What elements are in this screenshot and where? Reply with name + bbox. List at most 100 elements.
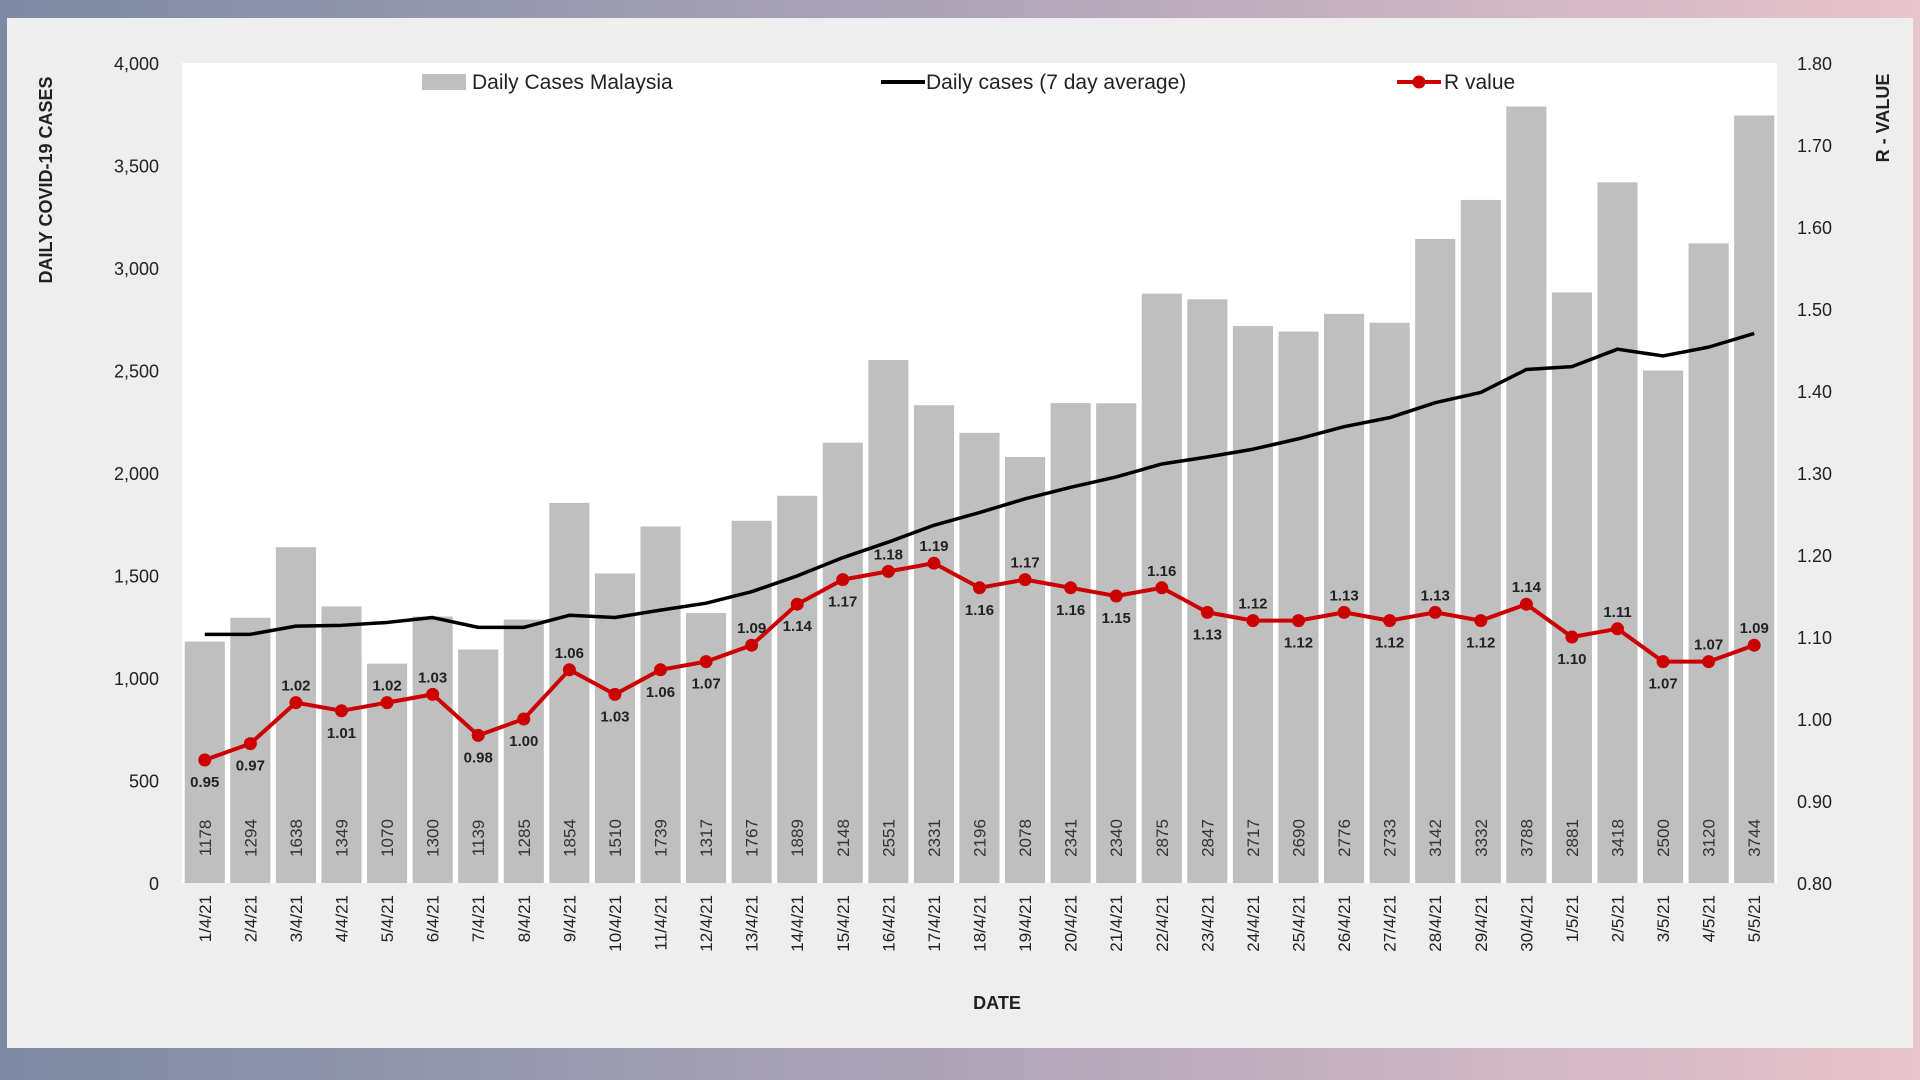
r-value-label: 1.16 [1056,602,1085,619]
bar [1005,457,1046,883]
r-value-marker [562,663,576,677]
x-tick-label: 22/4/21 [1153,895,1172,952]
r-value-label: 1.17 [1010,555,1039,572]
x-tick-label: 19/4/21 [1016,895,1035,952]
bar [458,649,499,883]
r-value-marker [1747,638,1761,652]
y-tick-label: 4,000 [114,54,159,74]
r-value-label: 1.18 [874,546,903,563]
r-value-marker [973,581,986,595]
x-tick-label: 26/4/21 [1335,895,1354,952]
bar [959,432,1000,883]
legend-r-marker [1412,75,1426,89]
r-value-marker [335,704,348,718]
r-value-marker [1292,614,1305,628]
x-tick-label: 4/5/21 [1700,895,1719,942]
bar-value-label: 3120 [1700,819,1719,857]
bar-value-label: 2847 [1198,819,1217,857]
bar-value-label: 2551 [879,819,898,857]
y2-tick-label: 1.60 [1797,218,1832,238]
average-line [204,331,1755,637]
bar-value-label: 3418 [1609,819,1628,857]
r-value-label: 1.13 [1421,587,1450,604]
bar [1232,326,1273,883]
r-value-marker [1519,597,1533,611]
y2-axis-title: R - VALUE [1873,74,1893,163]
r-value-label: 0.95 [190,774,219,791]
r-value-marker [471,728,485,742]
bar-value-label: 1294 [241,819,260,857]
r-value-label: 1.07 [1694,637,1723,654]
x-tick-label: 5/4/21 [378,895,397,942]
bar-value-label: 2733 [1381,819,1400,857]
y-tick-label: 2,500 [114,362,159,382]
bar-value-labels: 1178 1294 1638 1349 1070 1300 1139 1285 1854 1510… [196,819,1764,857]
bar-value-label: 1889 [788,819,807,857]
bar [822,442,863,883]
y-tick-label: 2,000 [114,464,159,484]
bar [1050,403,1091,883]
r-value-label: 1.11 [1603,604,1631,621]
r-value-marker [426,687,440,701]
r-value-marker [517,712,531,726]
r-value-marker [1428,605,1442,619]
r-value-marker [1702,655,1716,669]
y-axis-title: DAILY COVID-19 CASES [36,76,56,283]
bar-value-label: 1300 [424,819,443,857]
r-value-marker [699,655,713,669]
r-value-marker [1611,622,1624,636]
x-tick-label: 21/4/21 [1107,895,1126,952]
bar [640,526,681,883]
x-tick-label: 11/4/21 [652,895,671,950]
bar-value-label: 2776 [1335,819,1354,857]
bar-value-label: 2148 [834,819,853,857]
bar-value-label: 1070 [378,819,397,857]
r-value-label: 1.09 [1740,620,1769,637]
x-tick-label: 23/4/21 [1198,895,1217,952]
y2-tick-label: 0.80 [1797,874,1832,894]
r-value-label: 1.07 [1648,676,1677,693]
y2-tick-label: 1.20 [1797,546,1832,566]
r-value-marker [1337,605,1351,619]
y2-tick-label: 1.40 [1797,382,1832,402]
r-value-label: 0.97 [236,758,265,775]
bar-value-label: 1139 [469,820,488,857]
bar-value-label: 1285 [515,819,534,857]
bar [1096,403,1137,883]
bar [412,616,453,883]
x-axis-ticks: 1/4/21 2/4/21 3/4/21 4/4/21 5/4/21 6/4/21 7/4/… [196,895,1764,952]
r-value-label: 1.10 [1557,651,1586,668]
x-tick-label: 29/4/21 [1472,895,1491,952]
r-value-marker [1064,581,1078,595]
bar [1187,299,1228,883]
r-value-marker [380,696,394,710]
x-tick-label: 13/4/21 [743,895,762,952]
bar [1369,322,1410,883]
bar-value-label: 2690 [1290,819,1309,857]
x-tick-label: 3/4/21 [287,895,306,942]
bar-value-label: 2196 [971,819,990,857]
bar [1278,331,1319,883]
bar-value-label: 2331 [925,819,944,857]
legend-average-label: Daily cases (7 day average) [926,71,1186,94]
right-axis-ticks: 0.80 0.90 1.00 1.10 1.20 1.30 1.40 1.50 1.60 1.70… [1797,54,1832,894]
bar-series [184,106,1775,884]
r-value-label: 1.12 [1375,635,1404,652]
bar [913,405,954,883]
r-value-label: 1.03 [600,708,629,725]
bar [731,520,772,883]
r-value-marker [745,638,759,652]
r-value-label: 1.00 [509,733,538,750]
r-value-label: 1.06 [646,684,675,701]
r-value-marker [243,737,257,751]
x-tick-label: 25/4/21 [1290,895,1309,952]
x-tick-label: 7/4/21 [469,895,488,942]
r-value-label: 1.09 [737,620,766,637]
x-tick-label: 20/4/21 [1062,895,1081,952]
bar-value-label: 3744 [1745,819,1764,857]
x-tick-label: 12/4/21 [697,895,716,952]
x-tick-label: 1/5/21 [1563,895,1582,942]
y-tick-label: 3,500 [114,157,159,177]
r-value-label: 1.06 [555,645,584,662]
r-value-marker [927,556,941,570]
